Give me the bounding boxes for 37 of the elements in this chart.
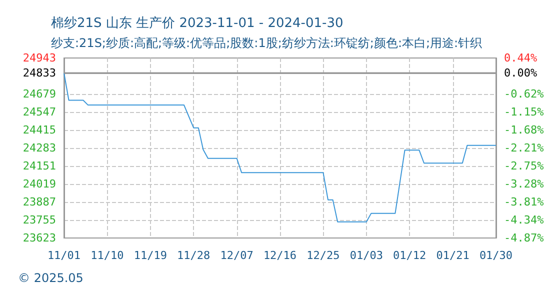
x-tick-label: 01/03 xyxy=(350,249,383,262)
y2-tick-label: -4.34% xyxy=(504,214,544,227)
y-tick-label: 24547 xyxy=(22,106,56,118)
y-tick-label: 23623 xyxy=(22,232,56,244)
x-tick-label: 01/12 xyxy=(393,249,426,262)
y2-tick-label: -1.68% xyxy=(504,123,544,136)
y-tick-label: 24019 xyxy=(22,178,56,190)
y-tick-label: 24415 xyxy=(22,124,56,136)
x-tick-label: 12/07 xyxy=(220,249,254,262)
y-tick-label: 23755 xyxy=(22,214,56,226)
x-tick-label: 01/21 xyxy=(436,249,470,262)
y-tick-label: 24679 xyxy=(22,88,56,100)
y2-tick-label: -1.15% xyxy=(504,105,544,118)
y-tick-label: 24833 xyxy=(22,66,56,80)
y2-tick-label: -2.75% xyxy=(504,160,544,173)
y-tick-label: 23887 xyxy=(22,196,56,208)
y2-tick-label: -3.81% xyxy=(504,196,544,209)
y2-tick-label: 0.44% xyxy=(504,52,538,64)
line-series xyxy=(64,72,496,222)
y2-tick-label: 0.00% xyxy=(504,66,538,80)
x-tick-label: 11/01 xyxy=(47,249,81,262)
x-tick-label: 01/30 xyxy=(479,249,513,262)
text: © 2025.05 xyxy=(18,271,84,285)
y2-tick-label: -0.62% xyxy=(504,87,544,100)
x-tick-label: 11/28 xyxy=(177,249,210,262)
x-tick-label: 11/10 xyxy=(90,249,124,262)
y2-tick-label: -2.21% xyxy=(504,141,544,154)
chart-title: 棉纱21S 山东 生产价 2023-11-01 - 2024-01-30 xyxy=(51,16,344,31)
y-tick-label: 24943 xyxy=(22,52,56,64)
y-tick-label: 24151 xyxy=(22,160,56,172)
y2-tick-label: -3.28% xyxy=(504,178,544,191)
chart-subtitle: 纱支:21S;纱质:高配;等级:优等品;股数:1股;纺纱方法:环锭纺;颜色:本白;用途:针织 xyxy=(51,36,482,50)
y2-tick-label: -4.87% xyxy=(504,232,544,244)
x-tick-label: 11/19 xyxy=(134,249,167,262)
x-tick-label: 12/25 xyxy=(306,249,340,262)
y-tick-label: 24283 xyxy=(22,142,56,154)
x-tick-label: 12/16 xyxy=(263,249,297,262)
